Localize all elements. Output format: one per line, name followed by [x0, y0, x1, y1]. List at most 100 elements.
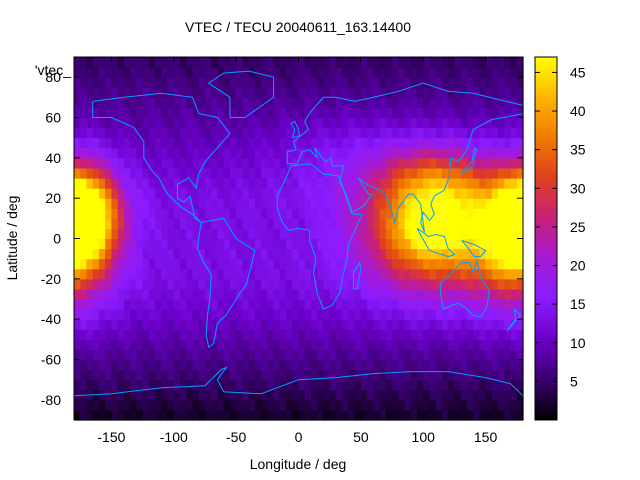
heatmap-cell — [323, 309, 331, 320]
heatmap-cell — [498, 238, 505, 250]
heatmap-cell — [236, 339, 243, 351]
heatmap-cell — [441, 87, 449, 98]
heatmap-cell — [392, 228, 399, 240]
heatmap-cell — [254, 67, 262, 78]
heatmap-cell — [392, 208, 399, 219]
heatmap-cell — [286, 288, 293, 300]
heatmap-cell — [204, 309, 212, 320]
colorbar-tick-label: 5 — [570, 373, 578, 389]
heatmap-cell — [454, 57, 462, 68]
heatmap-cell — [148, 399, 156, 411]
heatmap-cell — [136, 288, 144, 300]
heatmap-cell — [435, 399, 443, 411]
heatmap-cell — [217, 379, 225, 391]
heatmap-cell — [298, 299, 306, 310]
heatmap-cell — [198, 77, 206, 88]
heatmap-cell — [186, 329, 194, 340]
heatmap-cell — [148, 278, 156, 290]
heatmap-cell — [92, 248, 100, 260]
heatmap-cell — [404, 369, 412, 381]
heatmap-cell — [504, 309, 512, 320]
heatmap-cell — [379, 198, 387, 209]
heatmap-cell — [298, 67, 306, 78]
heatmap-cell — [304, 87, 312, 98]
heatmap-cell — [130, 228, 137, 240]
heatmap-cell — [148, 228, 156, 240]
heatmap-cell — [360, 188, 368, 199]
heatmap-cell — [186, 167, 194, 179]
heatmap-cell — [198, 339, 206, 351]
heatmap-cell — [92, 218, 100, 230]
heatmap-cell — [392, 137, 399, 149]
heatmap-cell — [423, 379, 431, 391]
heatmap-cell — [510, 57, 518, 68]
heatmap-cell — [223, 319, 231, 330]
heatmap-cell — [485, 268, 493, 280]
heatmap-cell — [329, 309, 337, 320]
heatmap-cell — [323, 238, 331, 250]
heatmap-cell — [261, 228, 268, 240]
heatmap-cell — [105, 57, 113, 68]
heatmap-cell — [161, 238, 169, 250]
heatmap-cell — [435, 288, 443, 300]
heatmap-cell — [92, 359, 100, 371]
heatmap-cell — [192, 198, 200, 209]
heatmap-cell — [111, 97, 119, 109]
heatmap-cell — [242, 117, 250, 129]
heatmap-cell — [479, 369, 487, 381]
heatmap-cell — [317, 127, 325, 139]
heatmap-cell — [161, 137, 169, 149]
heatmap-cell — [123, 339, 131, 351]
heatmap-cell — [429, 57, 437, 68]
heatmap-cell — [516, 389, 524, 401]
heatmap-cell — [373, 107, 381, 119]
heatmap-cell — [105, 349, 113, 361]
heatmap-cell — [148, 188, 156, 199]
heatmap-cell — [404, 107, 412, 119]
heatmap-cell — [360, 329, 368, 340]
heatmap-cell — [186, 188, 194, 199]
heatmap-cell — [211, 117, 219, 129]
heatmap-cell — [498, 208, 505, 219]
heatmap-cell — [254, 359, 262, 371]
heatmap-cell — [416, 248, 424, 260]
heatmap-cell — [423, 319, 431, 330]
heatmap-cell — [211, 67, 219, 78]
heatmap-cell — [86, 248, 94, 260]
heatmap-cell — [173, 67, 181, 78]
heatmap-cell — [310, 188, 318, 199]
heatmap-cell — [142, 137, 150, 149]
heatmap-cell — [342, 117, 349, 129]
heatmap-cell — [74, 349, 81, 361]
heatmap-cell — [448, 77, 456, 88]
heatmap-cell — [423, 127, 431, 139]
heatmap-cell — [236, 238, 243, 250]
heatmap-cell — [180, 57, 187, 68]
heatmap-cell — [248, 379, 256, 391]
heatmap-cell — [223, 147, 231, 159]
heatmap-cell — [404, 87, 412, 98]
heatmap-cell — [130, 57, 137, 68]
heatmap-cell — [167, 198, 175, 209]
heatmap-cell — [155, 137, 162, 149]
heatmap-cell — [348, 77, 356, 88]
heatmap-cell — [223, 278, 231, 290]
heatmap-cell — [392, 309, 399, 320]
heatmap-cell — [105, 167, 113, 179]
coast-south-america — [196, 217, 256, 349]
heatmap-cell — [130, 399, 137, 411]
heatmap-cell — [317, 178, 325, 189]
heatmap-cell — [111, 309, 119, 320]
heatmap-cell — [192, 178, 200, 189]
heatmap-cell — [98, 329, 106, 340]
heatmap-cell — [223, 137, 231, 149]
heatmap-cell — [217, 157, 225, 169]
heatmap-cell — [198, 258, 206, 270]
heatmap-cell — [254, 97, 262, 109]
heatmap-cell — [80, 248, 88, 260]
heatmap-cell — [229, 288, 237, 300]
heatmap-cell — [454, 208, 462, 219]
heatmap-cell — [155, 299, 162, 310]
heatmap-cell — [317, 369, 325, 381]
heatmap-cell — [485, 57, 493, 68]
